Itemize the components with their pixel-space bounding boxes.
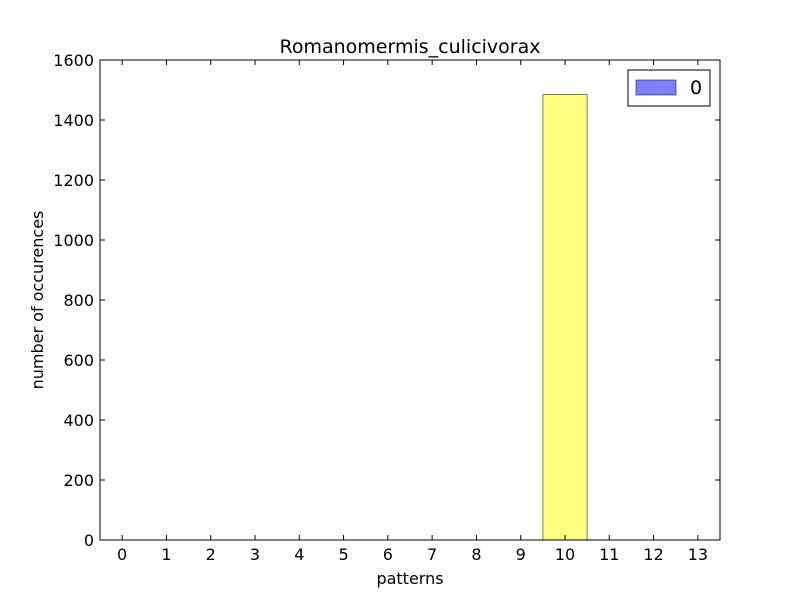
y-tick-label: 200 — [63, 471, 94, 490]
y-tick-label: 1200 — [53, 171, 94, 190]
y-tick-label: 0 — [84, 531, 94, 550]
y-tick-label: 1600 — [53, 51, 94, 70]
x-tick-label: 2 — [206, 545, 216, 564]
x-tick-label: 12 — [643, 545, 663, 564]
x-axis-label: patterns — [376, 569, 443, 588]
y-tick-label: 1000 — [53, 231, 94, 250]
x-tick-label: 5 — [338, 545, 348, 564]
bar-10 — [542, 94, 588, 541]
y-axis-label: number of occurences — [28, 211, 47, 390]
legend: 0 — [627, 69, 711, 107]
x-tick-label: 13 — [688, 545, 708, 564]
axes-frame — [99, 59, 721, 541]
x-tick-label: 6 — [383, 545, 393, 564]
y-tick-label: 800 — [63, 291, 94, 310]
x-tick-label: 3 — [250, 545, 260, 564]
y-tick-label: 400 — [63, 411, 94, 430]
y-tick-label: 1400 — [53, 111, 94, 130]
x-tick-label: 9 — [516, 545, 526, 564]
x-tick-label: 7 — [427, 545, 437, 564]
x-tick-label: 0 — [117, 545, 127, 564]
x-tick-label: 8 — [471, 545, 481, 564]
x-tick-label: 10 — [555, 545, 575, 564]
x-tick-label: 11 — [599, 545, 619, 564]
legend-swatch — [635, 79, 677, 96]
legend-label: 0 — [690, 77, 702, 99]
x-tick-label: 4 — [294, 545, 304, 564]
x-tick-label: 1 — [161, 545, 171, 564]
chart-title: Romanomermis_culicivorax — [280, 36, 541, 58]
y-tick-label: 600 — [63, 351, 94, 370]
plot-area: 0 1 2 3 4 5 6 7 8 9 10 11 12 130200400600800100012001… — [53, 51, 720, 564]
